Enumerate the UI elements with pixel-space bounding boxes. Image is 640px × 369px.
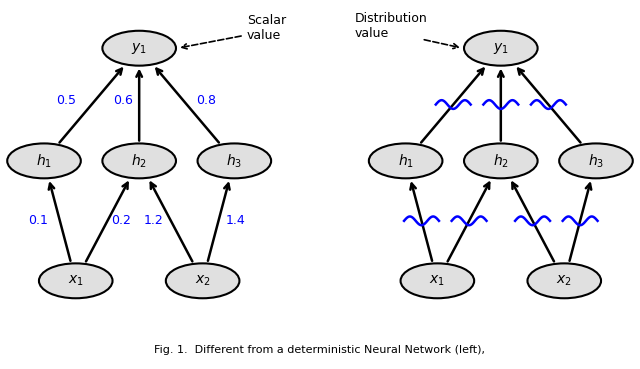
Ellipse shape: [527, 263, 601, 298]
Text: $x_2$: $x_2$: [195, 273, 211, 288]
Text: $h_1$: $h_1$: [397, 152, 413, 170]
Text: 0.5: 0.5: [56, 94, 76, 107]
Text: 0.8: 0.8: [196, 94, 216, 107]
Ellipse shape: [559, 144, 633, 178]
Ellipse shape: [464, 144, 538, 178]
Text: $x_2$: $x_2$: [556, 273, 572, 288]
Ellipse shape: [401, 263, 474, 298]
Text: $h_2$: $h_2$: [493, 152, 509, 170]
Text: $h_2$: $h_2$: [131, 152, 147, 170]
Ellipse shape: [198, 144, 271, 178]
Text: $y_1$: $y_1$: [131, 41, 147, 56]
Text: 0.1: 0.1: [29, 214, 49, 227]
Ellipse shape: [464, 31, 538, 66]
Text: Fig. 1.  Different from a deterministic Neural Network (left),: Fig. 1. Different from a deterministic N…: [154, 345, 486, 355]
Text: Scalar
value: Scalar value: [247, 14, 286, 42]
Ellipse shape: [7, 144, 81, 178]
Text: 1.4: 1.4: [226, 214, 246, 227]
Text: $y_1$: $y_1$: [493, 41, 509, 56]
Ellipse shape: [102, 144, 176, 178]
Text: $h_1$: $h_1$: [36, 152, 52, 170]
Text: $h_3$: $h_3$: [227, 152, 243, 170]
Text: $h_3$: $h_3$: [588, 152, 604, 170]
Text: $x_1$: $x_1$: [68, 273, 84, 288]
Text: $x_1$: $x_1$: [429, 273, 445, 288]
Ellipse shape: [39, 263, 113, 298]
Text: 0.2: 0.2: [111, 214, 131, 227]
Text: 1.2: 1.2: [143, 214, 163, 227]
Text: Distribution
value: Distribution value: [355, 13, 428, 40]
Text: 0.6: 0.6: [113, 94, 133, 107]
Ellipse shape: [102, 31, 176, 66]
Ellipse shape: [166, 263, 239, 298]
Ellipse shape: [369, 144, 442, 178]
